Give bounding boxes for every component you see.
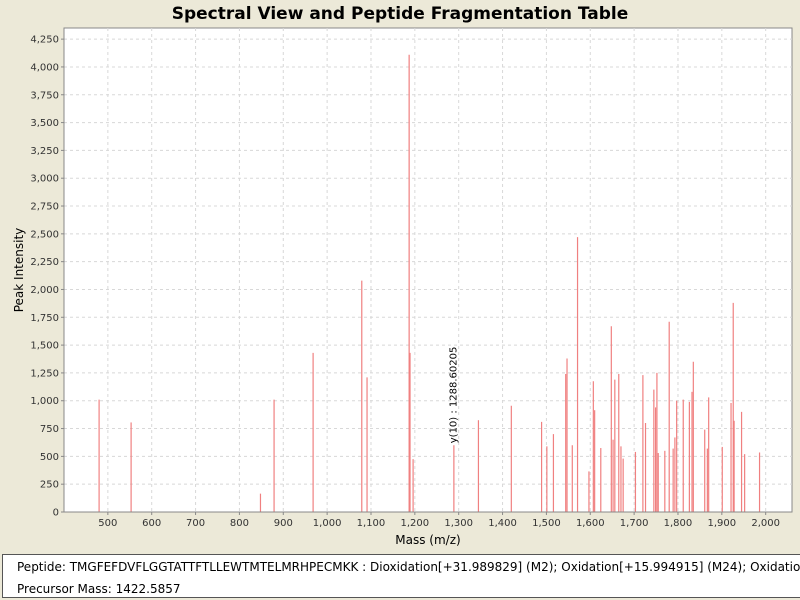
y-tick-label: 3,500 <box>30 118 59 129</box>
x-tick-label: 2,000 <box>751 518 780 529</box>
y-tick-label: 3,250 <box>30 146 59 157</box>
x-tick-label: 1,000 <box>313 518 342 529</box>
peak-series <box>98 54 761 512</box>
grid <box>64 28 792 513</box>
peptide-info-panel: Peptide: TMGFEFDVFLGGTATTFTLLEWTMTELMRHP… <box>2 554 800 598</box>
x-tick-label: 600 <box>142 518 161 529</box>
y-tick-label: 500 <box>40 452 59 463</box>
x-tick-label: 1,200 <box>401 518 430 529</box>
x-tick-label: 1,100 <box>357 518 386 529</box>
y-tick-label: 3,000 <box>30 174 59 185</box>
x-tick-label: 900 <box>274 518 293 529</box>
spectrum-chart[interactable]: y(10) : 1288.60205 500 600 700 800 900 1,000 1… <box>0 0 800 552</box>
x-tick-label: 700 <box>186 518 205 529</box>
x-tick-label: 500 <box>98 518 117 529</box>
y-tick-label: 4,000 <box>30 62 59 73</box>
x-tick-label: 1,500 <box>532 518 561 529</box>
chart-title: Spectral View and Peptide Fragmentation … <box>171 4 629 24</box>
y-axis-label: Peak Intensity <box>12 228 26 313</box>
axes: 500 600 700 800 900 1,000 1,100 1,200 1,300 1,400… <box>30 28 792 529</box>
y-tick-label: 1,500 <box>30 341 59 352</box>
y-tick-label: 1,000 <box>30 396 59 407</box>
x-tick-label: 1,300 <box>444 518 473 529</box>
y-tick-label: 750 <box>40 424 59 435</box>
y-tick-label: 0 <box>53 508 59 519</box>
x-tick-label: 800 <box>230 518 249 529</box>
y-tick-label: 3,750 <box>30 90 59 101</box>
precursor-mass: Precursor Mass: 1422.5857 <box>17 582 181 596</box>
x-axis-label: Mass (m/z) <box>395 533 460 547</box>
fragment-ion-label: y(10) : 1288.60205 <box>449 347 460 444</box>
annotations: y(10) : 1288.60205 <box>449 347 460 444</box>
x-tick-label: 1,900 <box>708 518 737 529</box>
y-tick-label: 2,250 <box>30 257 59 268</box>
y-tick-label: 250 <box>40 480 59 491</box>
y-tick-label: 1,250 <box>30 368 59 379</box>
y-tick-label: 2,500 <box>30 229 59 240</box>
y-tick-label: 2,750 <box>30 202 59 213</box>
x-tick-label: 1,700 <box>620 518 649 529</box>
x-tick-label: 1,400 <box>488 518 517 529</box>
plot-background <box>63 27 793 513</box>
x-tick-label: 1,800 <box>664 518 693 529</box>
x-tick-label: 1,600 <box>576 518 605 529</box>
peptide-sequence: Peptide: TMGFEFDVFLGGTATTFTLLEWTMTELMRHP… <box>17 560 800 574</box>
y-tick-label: 4,250 <box>30 35 59 46</box>
y-tick-label: 1,750 <box>30 313 59 324</box>
y-tick-label: 2,000 <box>30 285 59 296</box>
